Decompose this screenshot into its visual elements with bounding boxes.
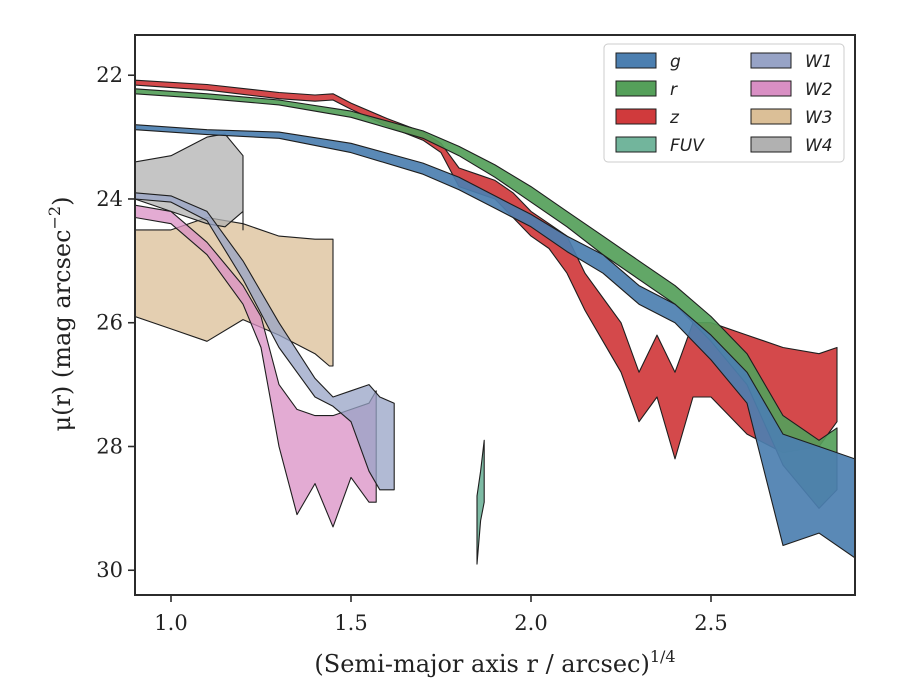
legend-swatch-g (615, 52, 657, 69)
legend-label-w4: W4 (805, 136, 833, 156)
x-axis-label: (Semi-major axis r / arcsec)1/4 (314, 647, 675, 678)
y-tick-label: 28 (96, 434, 123, 458)
band-g (135, 124, 855, 559)
band-fuv (476, 439, 485, 565)
legend-label-r: r (670, 80, 678, 100)
y-tick-label: 30 (96, 558, 123, 582)
x-axis-label-exponent: 1/4 (650, 647, 676, 666)
band-w2 (135, 204, 377, 528)
legend-label-g: g (670, 52, 681, 72)
legend-swatch-w2 (750, 80, 792, 97)
x-tick-label: 1.5 (334, 611, 367, 635)
profile-bands (135, 79, 855, 565)
y-axis-label: μ(r) (mag arcsec−2) (45, 197, 76, 432)
x-tick-label: 1.0 (154, 611, 187, 635)
y-axis-label-exponent: −2 (45, 206, 64, 230)
plot-frame (134, 34, 856, 596)
legend-label-fuv: FUV (670, 136, 705, 156)
legend-swatch-fuv (615, 136, 657, 153)
legend-swatch-z (615, 108, 657, 125)
y-tick-label: 26 (96, 311, 123, 335)
legend-label-w1: W1 (805, 52, 833, 72)
band-z (135, 79, 838, 460)
y-axis-label-close: ) (48, 197, 76, 206)
legend-swatch-w3 (750, 108, 792, 125)
legend-label-w2: W2 (805, 80, 833, 100)
y-tick-label: 22 (96, 63, 123, 87)
y-tick-label: 24 (96, 187, 123, 211)
legend: grz FUV W1 W2 W3 W4 (603, 43, 845, 163)
x-axis-label-text: (Semi-major axis r / arcsec) (314, 650, 649, 678)
legend-box (603, 43, 845, 163)
y-axis-label-text: μ(r) (mag arcsec (48, 229, 76, 431)
band-w1 (135, 192, 395, 491)
legend-label-w3: W3 (805, 108, 833, 128)
x-tick-label: 2.0 (514, 611, 547, 635)
axes: 1.0 1.5 2.0 2.5 22 24 26 28 30 (96, 34, 856, 635)
legend-swatch-w4 (750, 136, 792, 153)
legend-swatch-w1 (750, 52, 792, 69)
legend-swatch-r (615, 80, 657, 97)
x-tick-label: 2.5 (694, 611, 727, 635)
legend-label-z: z (669, 108, 680, 128)
